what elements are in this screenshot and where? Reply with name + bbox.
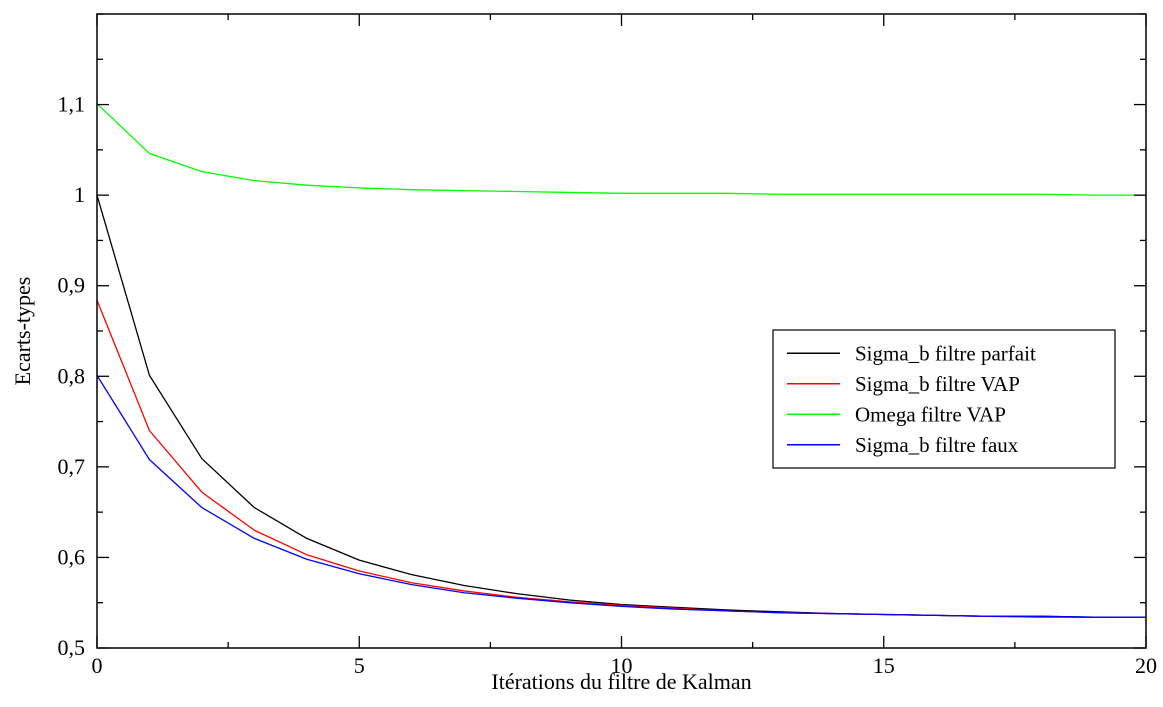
legend-label: Omega filtre VAP bbox=[855, 402, 1006, 426]
y-tick-label: 0,5 bbox=[58, 635, 86, 660]
y-tick-label: 0,6 bbox=[58, 544, 86, 569]
y-tick-label: 0,9 bbox=[58, 273, 86, 298]
y-axis-title: Ecarts-types bbox=[10, 277, 35, 386]
x-tick-label: 10 bbox=[611, 653, 633, 678]
x-tick-label: 15 bbox=[873, 653, 895, 678]
y-tick-label: 1 bbox=[74, 182, 85, 207]
x-tick-label: 5 bbox=[354, 653, 365, 678]
x-axis-tick-labels: 0 5 10 15 20 bbox=[92, 653, 1158, 678]
legend-label: Sigma_b filtre parfait bbox=[855, 341, 1036, 365]
y-tick-label: 1,1 bbox=[58, 92, 86, 117]
y-tick-label: 0,8 bbox=[58, 363, 86, 388]
x-tick-label: 20 bbox=[1135, 653, 1157, 678]
legend-label: Sigma_b filtre VAP bbox=[855, 372, 1020, 396]
series-lines bbox=[96, 103, 1146, 618]
y-tick-label: 0,7 bbox=[58, 454, 86, 479]
series-line-3 bbox=[96, 103, 1146, 196]
series-line-4 bbox=[96, 375, 1146, 618]
x-axis-title: Itérations du filtre de Kalman bbox=[491, 669, 751, 694]
y-axis-tick-labels: 0,5 0,6 0,7 0,8 0,9 1 1,1 bbox=[58, 92, 86, 660]
x-tick-label: 0 bbox=[92, 653, 103, 678]
axis-ticks bbox=[96, 13, 1147, 649]
legend-label: Sigma_b filtre faux bbox=[855, 433, 1019, 457]
legend: Sigma_b filtre parfait Sigma_b filtre VAP… bbox=[772, 329, 1116, 469]
